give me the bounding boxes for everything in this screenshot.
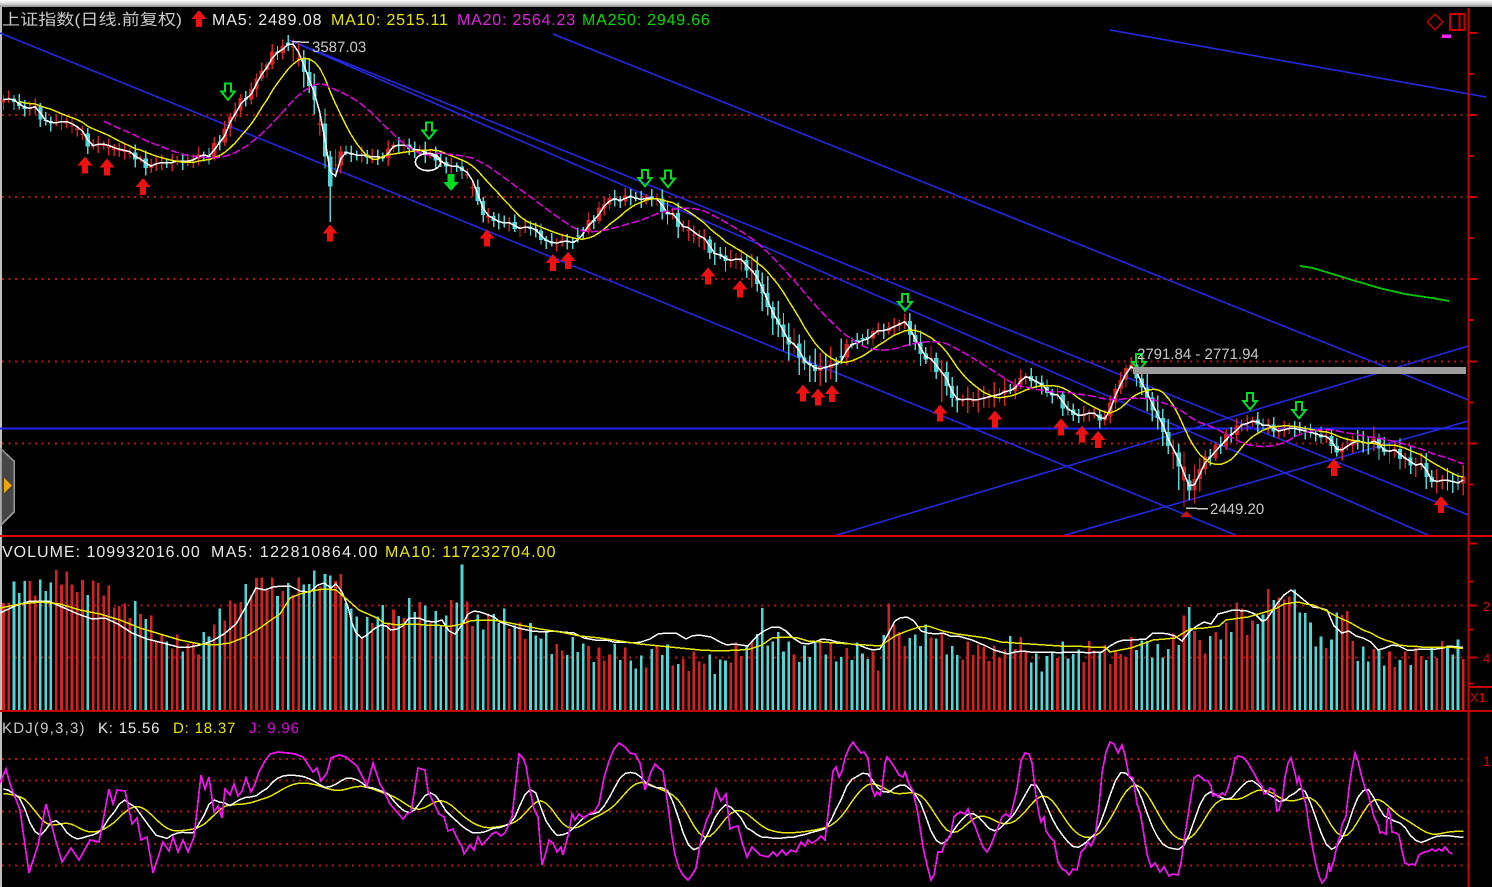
svg-text:MA10: 2515.11: MA10: 2515.11 — [331, 12, 449, 29]
svg-text:3587.03: 3587.03 — [312, 39, 366, 56]
svg-text:D: 18.37: D: 18.37 — [173, 720, 236, 737]
svg-text:J: 9.96: J: 9.96 — [249, 720, 300, 737]
svg-text:2449.20: 2449.20 — [1210, 501, 1264, 518]
svg-text:上证指数(日线.前复权): 上证指数(日线.前复权) — [2, 11, 182, 29]
svg-text:K: 15.56: K: 15.56 — [98, 720, 160, 737]
svg-text:VOLUME: 109932016.00: VOLUME: 109932016.00 — [2, 544, 201, 561]
svg-text:KDJ(9,3,3): KDJ(9,3,3) — [2, 720, 86, 737]
svg-text:2: 2 — [1483, 599, 1490, 614]
svg-text:MA5: 2489.08: MA5: 2489.08 — [212, 12, 322, 29]
svg-text:1: 1 — [1483, 753, 1491, 769]
svg-text:4: 4 — [1483, 651, 1490, 666]
svg-text:MA5: 122810864.00: MA5: 122810864.00 — [211, 544, 379, 561]
svg-text:2791.84 - 2771.94: 2791.84 - 2771.94 — [1137, 346, 1259, 363]
svg-text:MA20: 2564.23: MA20: 2564.23 — [457, 12, 576, 29]
svg-text:X1: X1 — [1470, 690, 1486, 705]
svg-text:MA10: 117232704.00: MA10: 117232704.00 — [385, 544, 557, 561]
svg-text:MA250: 2949.66: MA250: 2949.66 — [582, 12, 711, 29]
